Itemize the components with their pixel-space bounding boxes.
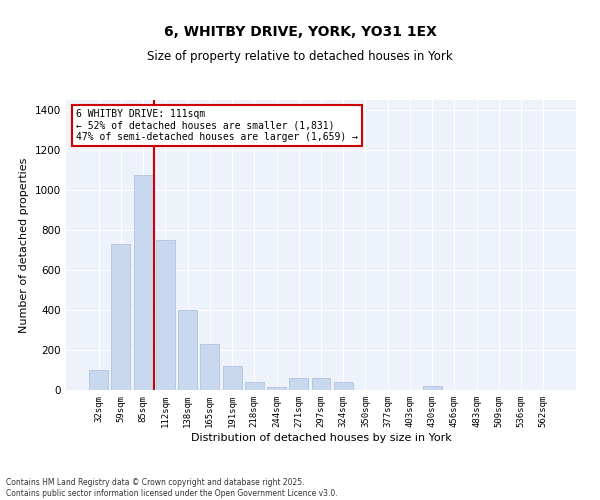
Bar — [200, 344, 219, 390]
Bar — [289, 378, 308, 390]
Bar — [423, 386, 442, 390]
Bar — [245, 382, 264, 390]
Bar — [156, 240, 175, 390]
X-axis label: Distribution of detached houses by size in York: Distribution of detached houses by size … — [191, 432, 451, 442]
Bar — [112, 244, 130, 390]
Text: 6, WHITBY DRIVE, YORK, YO31 1EX: 6, WHITBY DRIVE, YORK, YO31 1EX — [164, 25, 436, 39]
Text: Size of property relative to detached houses in York: Size of property relative to detached ho… — [147, 50, 453, 63]
Bar — [134, 175, 152, 390]
Y-axis label: Number of detached properties: Number of detached properties — [19, 158, 29, 332]
Bar — [267, 387, 286, 390]
Bar — [89, 370, 108, 390]
Bar — [223, 366, 242, 390]
Bar — [334, 382, 353, 390]
Text: Contains HM Land Registry data © Crown copyright and database right 2025.
Contai: Contains HM Land Registry data © Crown c… — [6, 478, 338, 498]
Bar — [311, 378, 331, 390]
Text: 6 WHITBY DRIVE: 111sqm
← 52% of detached houses are smaller (1,831)
47% of semi-: 6 WHITBY DRIVE: 111sqm ← 52% of detached… — [76, 108, 358, 142]
Bar — [178, 310, 197, 390]
